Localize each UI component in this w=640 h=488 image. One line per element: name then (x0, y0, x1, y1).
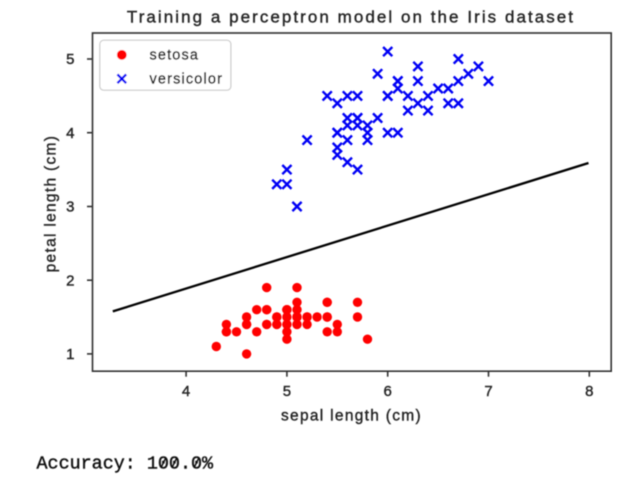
svg-text:1: 1 (66, 346, 74, 363)
svg-text:sepal length (cm): sepal length (cm) (281, 407, 422, 424)
svg-text:4: 4 (182, 383, 190, 400)
svg-text:6: 6 (384, 383, 392, 400)
svg-text:Training a perceptron model on: Training a perceptron model on the Iris … (127, 7, 575, 26)
svg-text:setosa: setosa (150, 48, 200, 64)
svg-text:5: 5 (66, 51, 74, 68)
svg-text:8: 8 (585, 383, 593, 400)
svg-text:3: 3 (66, 199, 74, 216)
svg-text:versicolor: versicolor (150, 72, 224, 88)
svg-text:petal length (cm): petal length (cm) (43, 135, 60, 273)
svg-text:Accuracy: 100.0%: Accuracy: 100.0% (37, 454, 215, 475)
svg-text:4: 4 (66, 125, 74, 142)
svg-text:7: 7 (484, 383, 492, 400)
svg-text:5: 5 (283, 383, 291, 400)
svg-text:2: 2 (66, 272, 74, 289)
